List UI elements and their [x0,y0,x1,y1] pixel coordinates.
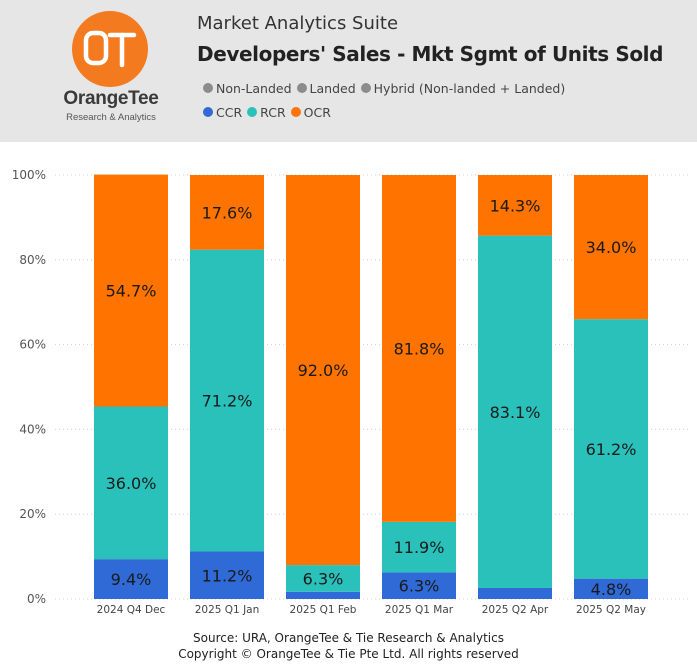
bar-segment-ccr [382,572,456,599]
legend-dot-icon [247,107,258,117]
legend-dot-icon [360,83,371,93]
legend-dot-icon [296,83,307,93]
bar-segment-rcr [382,521,456,573]
bar-segment-ocr [382,175,456,522]
y-tick-label: 20% [19,507,46,521]
x-tick-label: 2024 Q4 Dec [97,604,166,616]
legend-label: Landed [309,80,356,96]
chart-title: Developers' Sales - Mkt Sgmt of Units So… [197,42,664,66]
x-tick-label: 2025 Q2 May [576,604,646,616]
bar-segment-ccr [478,587,552,599]
data-label: 11.9% [394,538,445,557]
bar-segment-rcr [478,235,552,588]
data-label: 9.4% [111,570,152,589]
y-axis-ticks: 0% 20% 40% 60% 80% 100% [12,168,46,606]
x-tick-label: 2025 Q1 Jan [195,604,260,616]
data-labels: 9.4% 36.0% 54.7% 11.2% 71.2% 17.6% 6.3% 92.0% 6.… [106,196,637,599]
bars [94,174,648,599]
y-tick-label: 60% [19,338,46,352]
x-tick-label: 2025 Q2 Apr [482,604,549,616]
y-tick-label: 0% [27,592,46,606]
legend-dot-icon [290,107,301,117]
bar-segment-ocr [190,175,264,250]
data-label: 11.2% [202,566,253,585]
legend-item-ccr[interactable]: CCR [203,105,242,120]
legend-item-landed[interactable]: Landed [296,80,356,96]
legend-label: CCR [216,104,243,120]
bar-segment-ccr [94,559,168,599]
legend-item-non-landed[interactable]: Non-Landed [203,81,292,96]
x-tick-label: 2025 Q1 Feb [290,604,357,616]
stacked-bar-chart: 0% 20% 40% 60% 80% 100% 9.4% 36.0% 54.7% 11.2% 71… [12,168,690,616]
legend-dot-icon [203,83,213,93]
data-label: 83.1% [490,403,541,422]
data-label: 81.8% [394,339,445,358]
bar-segment-rcr [574,319,648,579]
legend-label: Non-Landed [216,80,292,96]
data-label: 34.0% [586,238,637,257]
source-note: Source: URA, OrangeTee & Tie Research & … [193,631,504,645]
bar-segment-ccr [574,578,648,599]
report-header: OrangeTee Research & Analytics Market An… [0,0,697,142]
legend-market-segment: CCR RCR OCR [203,104,336,120]
orangetee-logo [72,11,148,87]
legend-item-hybrid[interactable]: Hybrid (Non-landed + Landed) [360,80,566,96]
data-label: 17.6% [202,203,253,222]
data-label: 61.2% [586,440,637,459]
legend-label: RCR [260,104,286,120]
logo-wordmark: OrangeTee [63,88,159,109]
data-label: 92.0% [298,361,349,380]
y-tick-label: 40% [19,422,46,436]
data-label: 71.2% [202,392,253,411]
data-label: 36.0% [106,474,157,493]
bar-segment-ocr [478,175,552,236]
y-tick-label: 100% [12,168,46,182]
bar-segment-rcr [94,406,168,560]
legend-property-type: Non-Landed Landed Hybrid (Non-landed + L… [203,80,570,96]
legend-item-rcr[interactable]: RCR [247,104,286,120]
copyright-note: Copyright © OrangeTee & Tie Pte Ltd. All… [178,647,519,661]
bar-segment-ccr [286,591,360,599]
legend-item-ocr[interactable]: OCR [290,104,331,120]
legend-label: OCR [303,104,331,120]
bar-segment-rcr [190,249,264,552]
logo-tagline: Research & Analytics [66,112,156,123]
x-axis-ticks: 2024 Q4 Dec 2025 Q1 Jan 2025 Q1 Feb 2025 Q1… [97,604,646,616]
x-tick-label: 2025 Q1 Mar [385,604,454,616]
bar-segment-ocr [574,175,648,320]
legend-dot-icon [203,107,213,117]
bar-segment-rcr [286,565,360,592]
bar-segment-ocr [94,174,168,407]
bar-segment-ccr [190,551,264,599]
data-label: 6.3% [399,577,440,596]
data-label: 4.8% [591,580,632,599]
suite-title: Market Analytics Suite [197,13,399,34]
data-label: 6.3% [303,569,344,588]
bar-segment-ocr [286,175,360,566]
legend-label: Hybrid (Non-landed + Landed) [373,80,566,96]
orangetee-logo-mark-icon [83,30,137,68]
data-label: 14.3% [490,196,541,215]
y-tick-label: 80% [19,253,46,267]
data-label: 54.7% [106,282,157,301]
